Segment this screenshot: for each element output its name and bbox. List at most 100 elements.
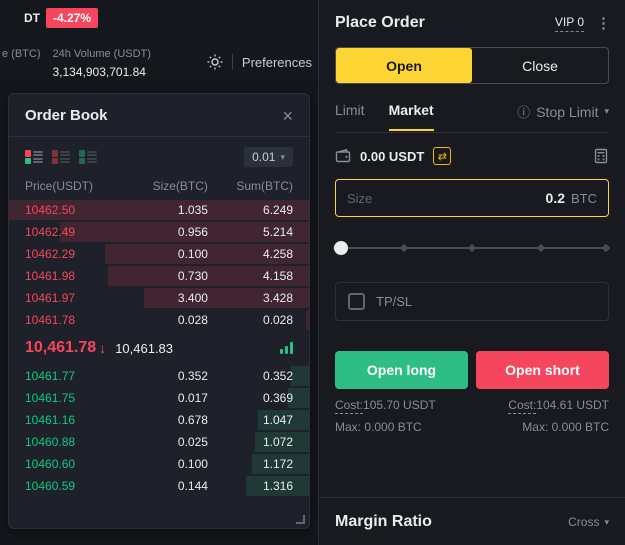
bid-size: 0.352	[177, 369, 208, 383]
margin-mode-value: Cross	[568, 515, 600, 529]
divider	[231, 54, 233, 70]
vip-level[interactable]: VIP 0	[554, 15, 584, 32]
open-short-button[interactable]: Open short	[476, 351, 609, 389]
ask-row[interactable]: 10462.29 0.100 4.258	[9, 243, 309, 265]
sun-icon[interactable]	[207, 54, 223, 70]
ask-price: 10461.78	[25, 313, 76, 327]
resize-handle[interactable]	[296, 515, 305, 524]
col-price: Price(USDT)	[25, 179, 93, 193]
kebab-menu-icon[interactable]: ⋮	[596, 15, 611, 32]
tpsl-label: TP/SL	[376, 294, 413, 309]
stop-limit-label: Stop Limit	[536, 103, 599, 120]
stat-volume-usdt: 24h Volume (USDT) 3,134,903,701.84	[53, 48, 151, 79]
last-price: 10,461.78	[25, 339, 97, 356]
max-short: Max: 0.000 BTC	[522, 420, 609, 434]
wallet-row: 0.00 USDT ⇄	[335, 147, 609, 165]
ask-price: 10462.49	[25, 225, 76, 239]
ask-sum: 6.249	[262, 203, 293, 217]
tab-close[interactable]: Close	[522, 57, 558, 74]
size-unit: BTC	[571, 190, 597, 206]
tab-market[interactable]: Market	[388, 102, 434, 131]
chevron-down-icon: ▾	[604, 106, 609, 116]
slider-knob[interactable]	[334, 241, 348, 255]
mark-price: 10,461.83	[115, 340, 174, 356]
ask-sum: 5.214	[262, 225, 293, 239]
ask-sum: 4.158	[262, 269, 293, 283]
bid-sum: 1.072	[262, 435, 293, 449]
bid-sum: 0.369	[262, 391, 293, 405]
ask-row[interactable]: 10462.50 1.035 6.249	[9, 199, 309, 221]
ask-row[interactable]: 10462.49 0.956 5.214	[9, 221, 309, 243]
ask-price: 10462.50	[25, 203, 76, 217]
order-type-tabs: Limit Market ⓘ Stop Limit ▾	[335, 102, 609, 133]
slider-tick[interactable]	[399, 243, 408, 253]
ask-row[interactable]: 10461.78 0.028 0.028	[9, 309, 309, 331]
ask-price: 10461.98	[25, 269, 76, 283]
margin-ratio-title: Margin Ratio	[335, 513, 432, 530]
open-long-button[interactable]: Open long	[335, 351, 468, 389]
slider-tick[interactable]	[536, 243, 545, 253]
precision-select[interactable]: 0.01 ▾	[244, 147, 293, 167]
ticker-pair-fragment: DT	[24, 11, 40, 25]
ask-sum: 3.428	[262, 291, 293, 305]
size-placeholder: Size	[347, 190, 373, 206]
close-icon[interactable]: ×	[282, 105, 293, 126]
cost-short-label: Cost:	[508, 398, 537, 414]
stat-volume-btc: e (BTC)	[2, 48, 41, 79]
bid-price: 10461.16	[25, 413, 76, 427]
tab-open[interactable]: Open	[336, 48, 472, 83]
ask-size: 0.100	[177, 247, 208, 261]
tpsl-checkbox[interactable]	[348, 293, 365, 310]
ask-sum: 0.028	[262, 313, 293, 327]
calculator-icon[interactable]	[593, 148, 609, 164]
place-order-panel: Place Order VIP 0 ⋮ Open Close Limit Mar…	[318, 0, 625, 545]
size-slider[interactable]	[332, 240, 611, 256]
bid-sum: 1.047	[262, 413, 293, 427]
slider-tick[interactable]	[467, 243, 477, 253]
ask-size: 0.028	[177, 313, 208, 327]
volume-btc-label: e (BTC)	[2, 48, 41, 60]
wallet-icon	[335, 148, 351, 164]
ask-size: 1.035	[177, 203, 208, 217]
preferences-link[interactable]: Preferences	[241, 54, 312, 70]
tab-stop-limit[interactable]: ⓘ Stop Limit ▾	[517, 102, 609, 132]
ask-size: 0.956	[177, 225, 208, 239]
info-icon: ⓘ	[517, 105, 531, 120]
ask-size: 3.400	[177, 291, 208, 305]
price-direction-down-icon: ↓	[99, 340, 107, 356]
volume-usdt-label: 24h Volume (USDT)	[52, 48, 151, 60]
bid-row[interactable]: 10461.75 0.017 0.369	[9, 387, 309, 409]
depth-bar	[252, 454, 309, 474]
transfer-icon[interactable]: ⇄	[433, 147, 452, 165]
bid-row[interactable]: 10460.59 0.144 1.316	[9, 475, 309, 497]
order-book-panel: Order Book × 0.01 ▾ Price(USDT) Size(BTC…	[8, 93, 310, 529]
bid-row[interactable]: 10461.77 0.352 0.352	[9, 365, 309, 387]
ask-row[interactable]: 10461.97 3.400 3.428	[9, 287, 309, 309]
bid-row[interactable]: 10461.16 0.678 1.047	[9, 409, 309, 431]
slider-tick[interactable]	[601, 243, 611, 253]
bid-size: 0.144	[177, 479, 208, 493]
depth-view-asks-icon[interactable]	[52, 150, 70, 164]
volume-usdt-value: 3,134,903,701.84	[52, 65, 146, 79]
depth-view-both-icon[interactable]	[25, 150, 43, 164]
size-value: 0.2	[545, 190, 565, 206]
bid-row[interactable]: 10460.60 0.100 1.172	[9, 453, 309, 475]
bid-size: 0.678	[177, 413, 208, 427]
bids-list: 10461.77 0.352 0.352 10461.75 0.017 0.369 1046…	[9, 365, 309, 497]
margin-mode-select[interactable]: Cross ▾	[568, 515, 609, 529]
depth-chart-icon[interactable]	[280, 342, 293, 354]
cost-long-value: 105.70 USDT	[363, 398, 436, 412]
chevron-down-icon: ▾	[280, 151, 285, 162]
depth-bar	[258, 410, 309, 430]
order-book-title: Order Book	[25, 107, 108, 124]
bid-price: 10460.59	[25, 479, 76, 493]
bid-size: 0.025	[177, 435, 208, 449]
ask-row[interactable]: 10461.98 0.730 4.158	[9, 265, 309, 287]
bid-row[interactable]: 10460.88 0.025 1.072	[9, 431, 309, 453]
depth-view-bids-icon[interactable]	[79, 150, 97, 164]
cost-row: Cost:105.70 USDT Cost:104.61 USDT	[335, 398, 609, 414]
bid-sum: 0.352	[262, 369, 293, 383]
size-input[interactable]: Size 0.2 BTC	[335, 179, 609, 217]
tab-limit[interactable]: Limit	[335, 102, 365, 118]
depth-bar	[255, 432, 309, 452]
